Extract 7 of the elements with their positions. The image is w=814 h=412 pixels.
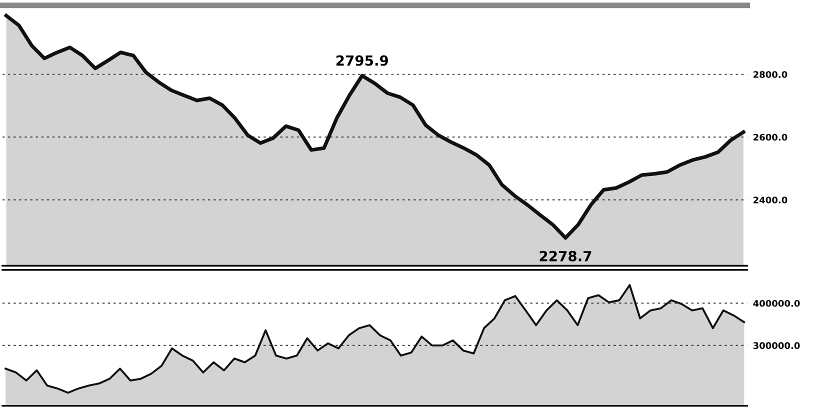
y-tick-label: 2600.0 xyxy=(754,134,788,141)
annotation: 2795.9 xyxy=(336,55,388,66)
y-tick-label: 400000.0 xyxy=(753,300,800,307)
y-tick-label: 300000.0 xyxy=(753,342,800,349)
y-tick-label: 2400.0 xyxy=(754,196,788,204)
annotation: 2278.7 xyxy=(540,250,592,262)
y-tick-label: 2800.0 xyxy=(754,71,788,78)
